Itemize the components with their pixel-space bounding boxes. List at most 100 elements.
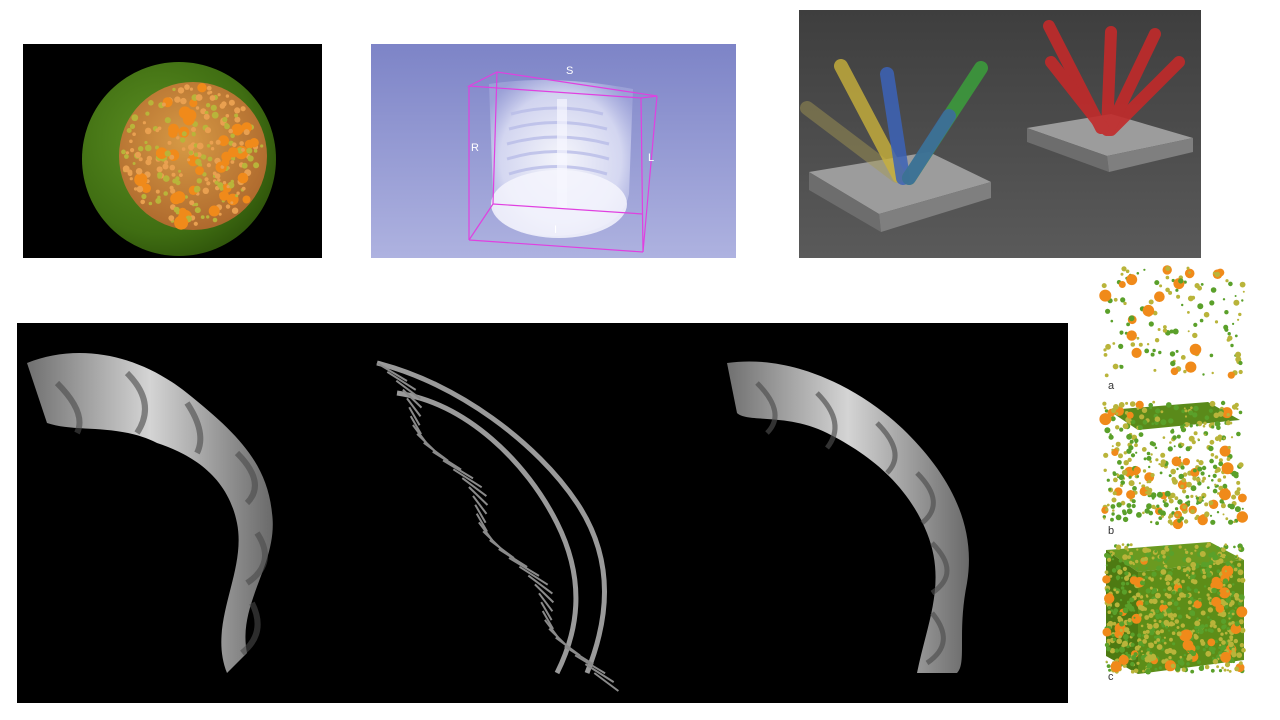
cube-particle (1193, 431, 1198, 436)
cube-particle (1150, 352, 1155, 357)
cube-particle (1144, 508, 1150, 514)
sphere-particle (121, 149, 126, 155)
cube-particle (1192, 579, 1198, 585)
cube-particle (1183, 407, 1186, 410)
cube-particle (1165, 581, 1170, 586)
cube-particle (1106, 503, 1110, 507)
cube-particle (1237, 569, 1244, 576)
label-right: R (471, 142, 479, 154)
cube-particle (1104, 593, 1115, 604)
cube-particle (1142, 572, 1146, 576)
cube-particle (1167, 446, 1173, 452)
cube-particle (1220, 651, 1231, 663)
cube-particle (1198, 598, 1202, 602)
cube-particle (1148, 613, 1154, 618)
cube-particle (1182, 504, 1187, 510)
cube-particle (1115, 441, 1121, 447)
bounding-box (466, 71, 658, 253)
cube-particle (1110, 661, 1122, 673)
cube-particle (1109, 433, 1112, 436)
cube-particle (1185, 361, 1197, 373)
cube-particle (1206, 572, 1212, 578)
cube-particle (1156, 565, 1162, 571)
cube-particle (1208, 500, 1214, 506)
cube-particle (1171, 649, 1177, 655)
cube-particle (1227, 583, 1232, 589)
cube-particle (1126, 508, 1133, 515)
cube-particle (1221, 565, 1234, 577)
cube-particle (1209, 300, 1215, 306)
cube-particle (1214, 320, 1219, 324)
cube-particle (1170, 429, 1175, 434)
cube-particle (1166, 593, 1172, 599)
cube-particle (1192, 476, 1197, 481)
sphere-particle (157, 172, 163, 178)
cube-particle (1168, 474, 1172, 478)
sphere-particle (155, 147, 168, 159)
cube-particle (1163, 498, 1167, 502)
cube-particle (1136, 272, 1140, 275)
cube-particle (1179, 655, 1183, 659)
cube-particle (1204, 415, 1210, 420)
cube-particle (1119, 598, 1123, 602)
cube-particle (1228, 641, 1234, 648)
cube-particle (1193, 634, 1199, 640)
cube-particle (1181, 443, 1185, 447)
dna-base-pair (386, 371, 417, 391)
cube-particle (1205, 650, 1212, 657)
cube-particle (1208, 552, 1213, 558)
sphere-particle (168, 123, 179, 135)
cube-particle (1174, 507, 1179, 511)
cube-particle (1208, 564, 1212, 569)
cube-particle (1174, 619, 1180, 624)
cube-particle (1138, 613, 1143, 617)
cube-particle (1116, 638, 1122, 644)
cube-particle (1104, 373, 1109, 378)
cube-particle (1139, 580, 1146, 586)
cube-particle (1112, 509, 1115, 512)
sphere-particle (188, 144, 194, 151)
sphere-particle (208, 205, 220, 217)
cube-particle (1159, 284, 1163, 288)
cube-particle (1155, 630, 1161, 635)
cube-particle (1147, 654, 1154, 661)
cube-particle (1119, 427, 1124, 432)
cube-particle (1226, 589, 1229, 593)
sphere-particle (179, 173, 183, 178)
cube-particle (1154, 416, 1161, 422)
cube-particle (1108, 434, 1114, 440)
cube-particle (1127, 618, 1132, 623)
sphere-particle (134, 173, 148, 187)
cube-particle (1212, 658, 1219, 665)
cube-particle (1148, 321, 1154, 327)
sphere-particle (207, 91, 211, 95)
cube-particle (1136, 475, 1140, 478)
sphere-particle (182, 113, 195, 126)
cube-particle (1110, 609, 1114, 612)
cube-particle (1221, 462, 1234, 475)
cube-particle (1126, 411, 1134, 419)
cube-particle (1126, 274, 1138, 286)
cube-particle (1145, 566, 1148, 570)
cube-particle (1182, 568, 1187, 573)
cube-particle (1179, 456, 1181, 459)
cube-particle (1149, 460, 1152, 463)
cube-particle (1128, 315, 1135, 322)
cube-particle (1204, 624, 1208, 628)
cube-particle (1202, 373, 1205, 376)
cube-particle (1182, 472, 1188, 477)
dna-base-pair (518, 565, 549, 586)
cube-particle (1201, 499, 1204, 502)
cube-particle (1192, 629, 1195, 633)
cube-particle (1104, 552, 1110, 558)
cube-particle (1229, 421, 1233, 425)
sphere-particle (138, 146, 144, 152)
cube-particle (1212, 562, 1216, 565)
cube-particle (1135, 567, 1139, 570)
sphere-particle (212, 217, 218, 223)
sphere-particle (244, 139, 254, 149)
cube-particle (1194, 544, 1199, 549)
cube-particle (1181, 409, 1186, 414)
cube-particle (1127, 457, 1132, 462)
cube-particle (1102, 575, 1111, 584)
